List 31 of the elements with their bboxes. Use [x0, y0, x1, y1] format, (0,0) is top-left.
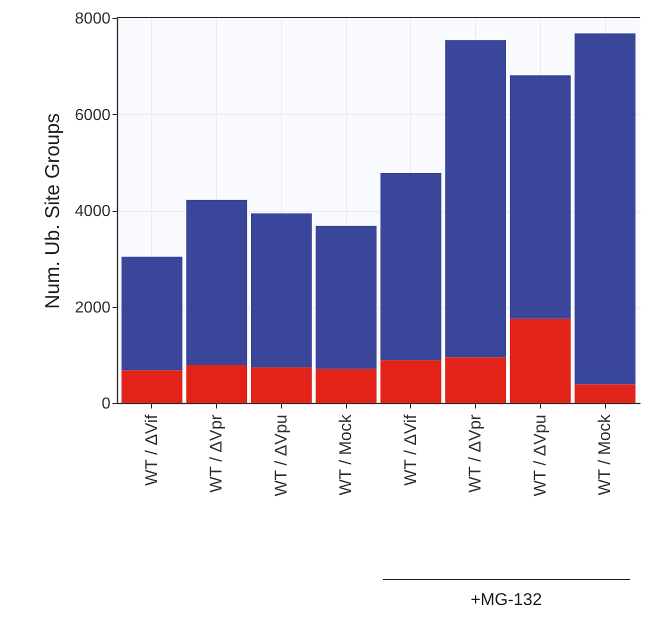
bar [380, 172, 442, 360]
y-tick-label: 4000 [74, 203, 111, 220]
bar [122, 370, 182, 403]
bar [380, 360, 442, 403]
bar [316, 368, 377, 403]
y-tick-label: 8000 [74, 10, 111, 28]
y-tick-label: 6000 [74, 106, 111, 124]
bar [445, 357, 506, 403]
x-tick-label: WT / ΔVif [142, 414, 161, 486]
bar [316, 226, 377, 369]
x-tick-label: WT / Mock [595, 414, 614, 496]
x-tick-label: WT / ΔVpr [466, 414, 485, 493]
text: +MG-132 [470, 590, 543, 610]
x-tick-label: WT / ΔVpu [530, 414, 550, 496]
bar [250, 213, 312, 368]
bar [186, 200, 248, 365]
y-tick-label: 2000 [74, 299, 111, 316]
bar [250, 367, 312, 403]
y-axis-title: Num. Ub. Site Groups [42, 113, 64, 309]
bar [574, 33, 636, 384]
bar [574, 384, 636, 403]
x-tick-label: WT / ΔVif [400, 414, 420, 486]
x-tick-label: WT / Mock [336, 414, 356, 496]
bar [122, 256, 182, 370]
bar [510, 75, 571, 319]
y-tick-label: 0 [102, 396, 111, 412]
bar [510, 318, 571, 403]
bar [186, 364, 248, 403]
bar [445, 40, 506, 358]
x-tick-label: WT / ΔVpu [271, 414, 290, 496]
x-tick-label: WT / ΔVpr [206, 414, 226, 493]
